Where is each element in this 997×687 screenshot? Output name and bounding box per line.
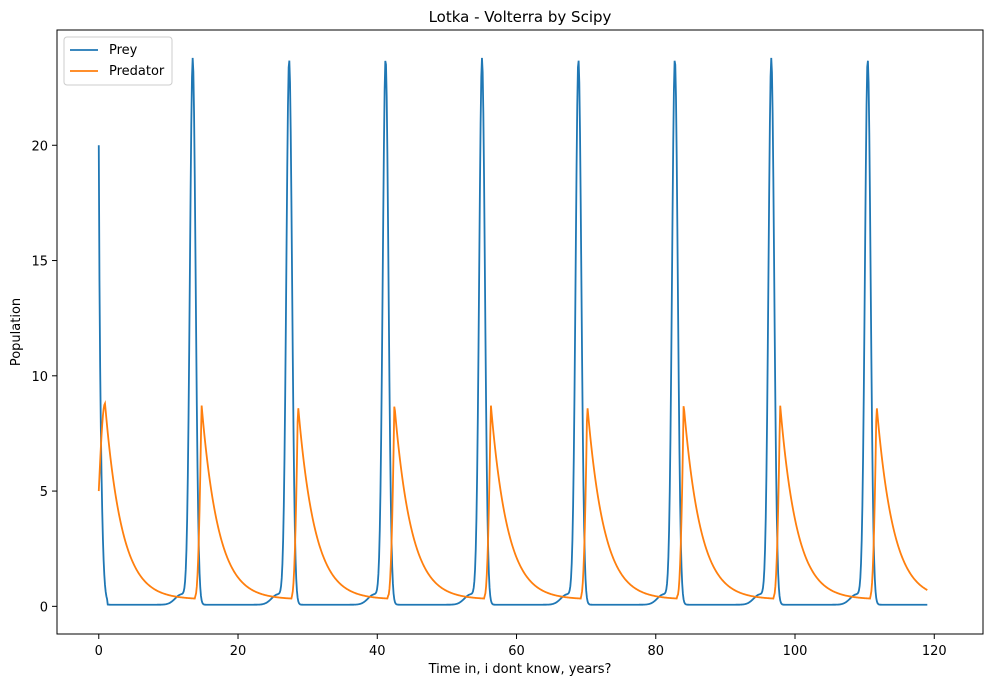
- x-tick-label: 80: [647, 644, 664, 659]
- y-tick-label: 20: [31, 139, 48, 154]
- series-line-predator: [97, 400, 928, 600]
- y-tick-label: 15: [31, 255, 48, 270]
- y-axis-label: Population: [9, 298, 24, 366]
- plot-frame: [56, 29, 984, 635]
- series-layer: [97, 57, 928, 606]
- legend-label-predator: Predator: [109, 64, 165, 79]
- legend: Prey Predator: [63, 36, 173, 86]
- x-axis-ticks: 0 20 40 60 80 100 120: [95, 634, 947, 659]
- x-tick-label: 20: [230, 644, 247, 659]
- y-axis-ticks: 0 5 10 15 20: [31, 139, 57, 615]
- y-tick-label: 0: [40, 600, 48, 615]
- y-tick-label: 10: [31, 370, 48, 385]
- x-tick-label: 40: [369, 644, 386, 659]
- legend-box: [63, 36, 173, 86]
- x-tick-label: 0: [95, 644, 103, 659]
- plot-area: [56, 29, 984, 635]
- x-axis-label: Time in, i dont know, years?: [428, 662, 612, 677]
- y-tick-label: 5: [40, 485, 48, 500]
- chart-title: Lotka - Volterra by Scipy: [429, 8, 612, 26]
- x-tick-label: 60: [508, 644, 525, 659]
- series-line-prey: [97, 57, 928, 606]
- x-tick-label: 120: [922, 644, 947, 659]
- x-tick-label: 100: [783, 644, 808, 659]
- legend-label-prey: Prey: [109, 43, 138, 58]
